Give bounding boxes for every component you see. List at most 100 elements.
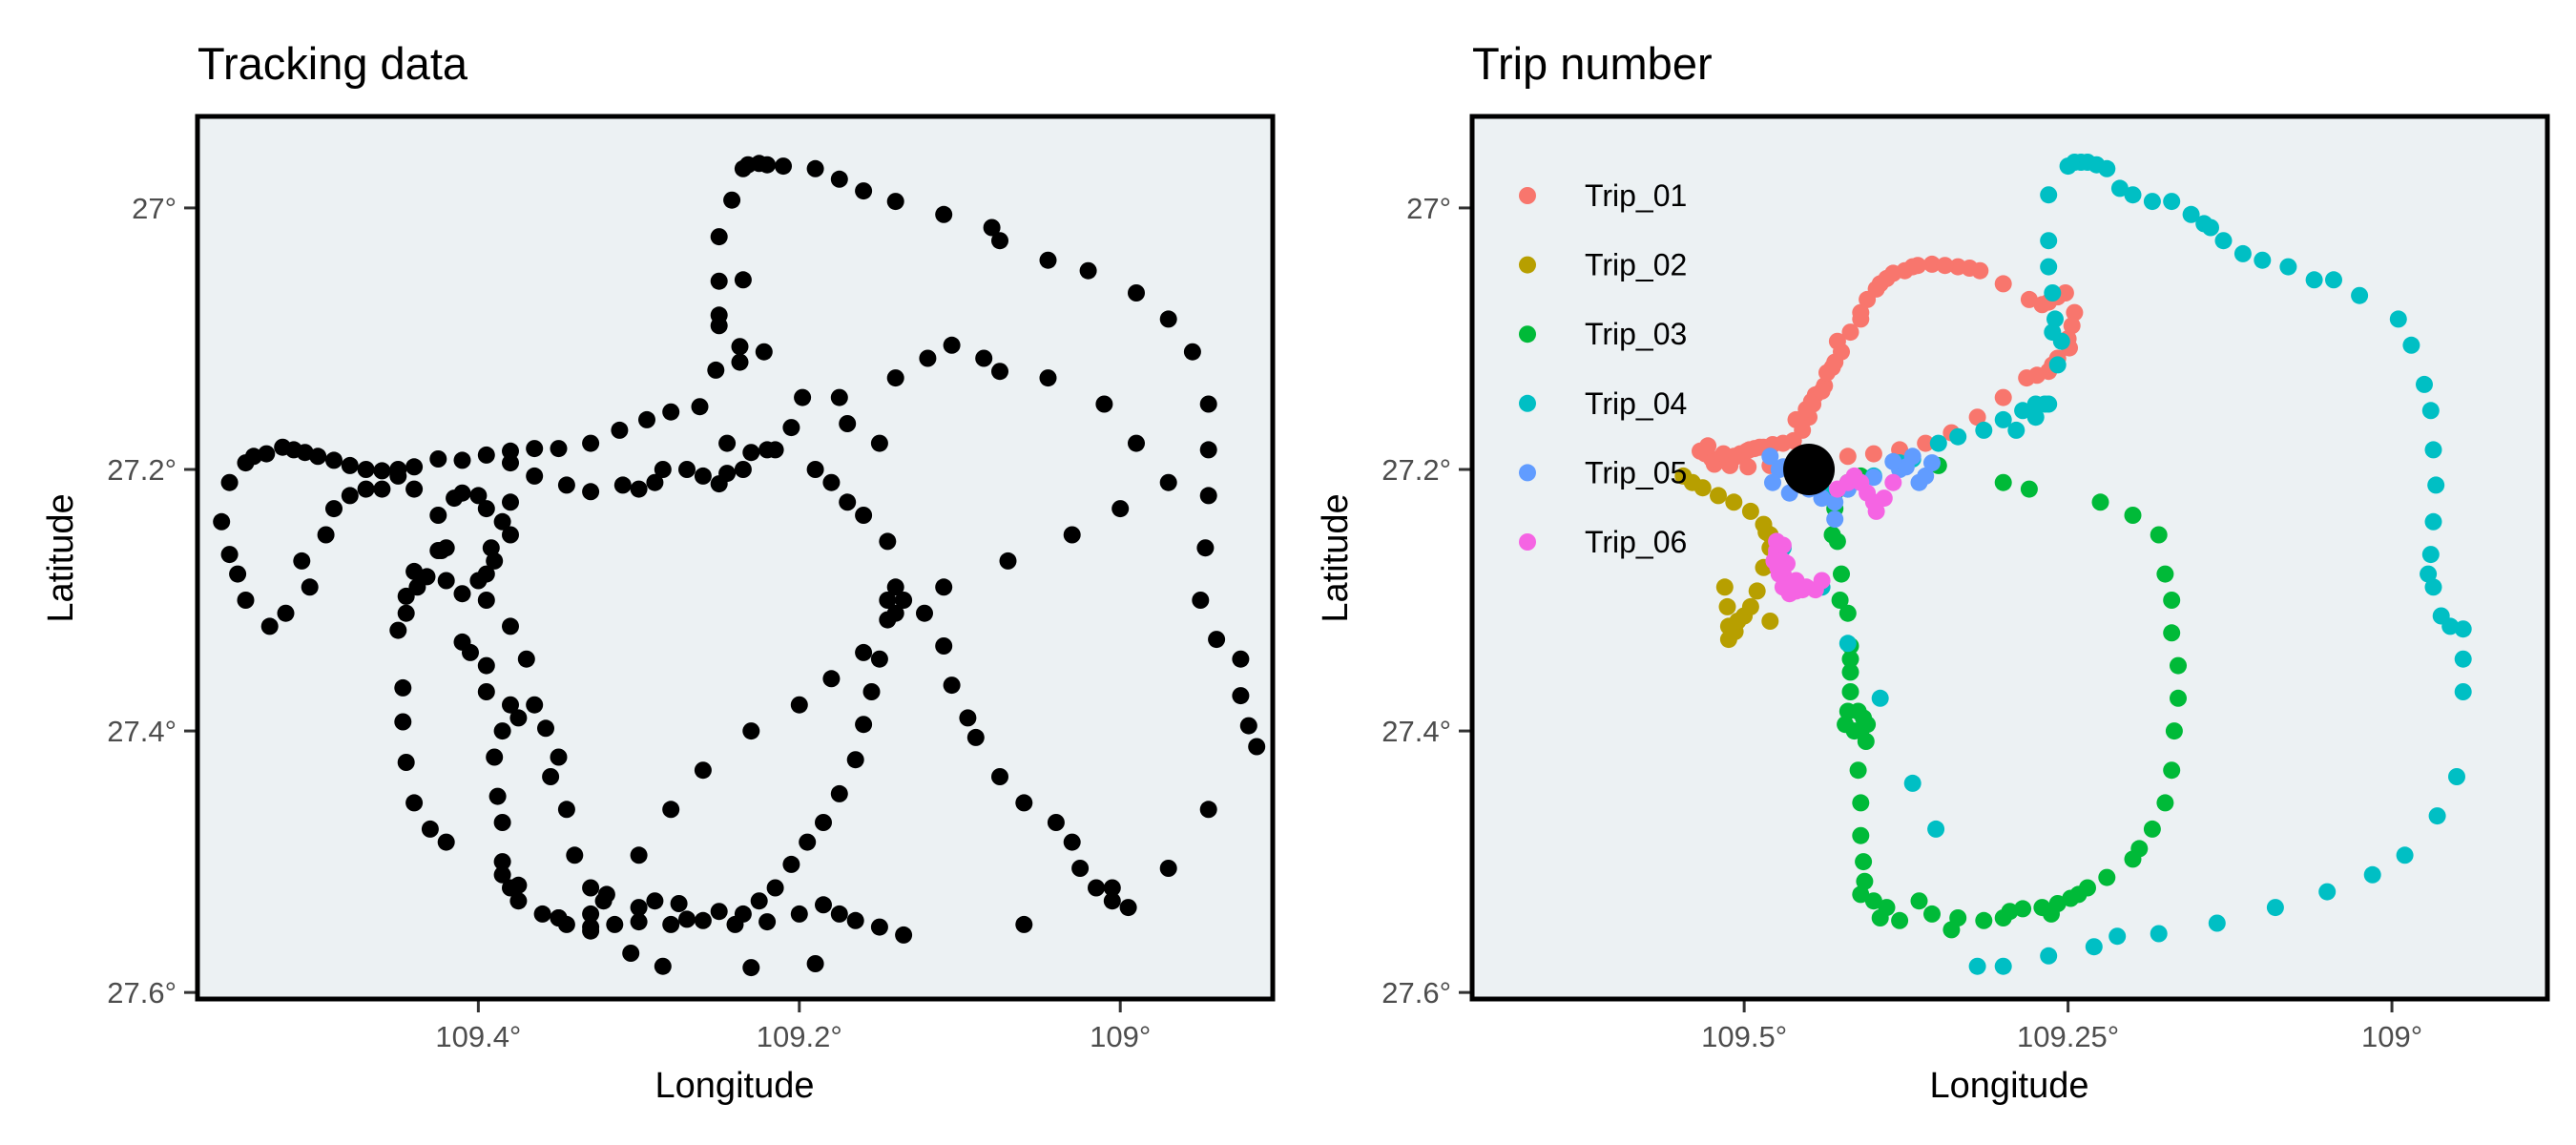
point-trip_06 — [1778, 554, 1796, 572]
data-point — [731, 353, 749, 371]
data-point — [317, 526, 335, 544]
point-trip_03 — [1852, 794, 1870, 812]
point-trip_01 — [1923, 255, 1941, 273]
point-trip_04 — [2424, 441, 2442, 459]
point-trip_04 — [2214, 232, 2233, 250]
data-point — [1015, 794, 1033, 812]
x-axis-title: Longitude — [1930, 1066, 2089, 1106]
legend-key — [1519, 533, 1536, 551]
data-point — [710, 903, 728, 921]
point-trip_04 — [2182, 205, 2200, 223]
plot-border — [1469, 114, 2550, 1002]
data-point — [244, 448, 262, 466]
point-trip_05 — [1917, 467, 1935, 485]
point-trip_03 — [2043, 905, 2060, 923]
data-point — [815, 896, 832, 914]
data-point — [1183, 343, 1201, 361]
x-tick-labels: 109.4° 109.2° 109° — [435, 1020, 1151, 1053]
point-trip_03 — [1852, 885, 1870, 904]
point-trip_04 — [2441, 617, 2460, 635]
data-point — [488, 787, 507, 805]
data-point — [1192, 592, 1210, 609]
data-point — [557, 801, 575, 819]
point-trip_03 — [1831, 592, 1849, 609]
data-point — [991, 363, 1008, 381]
point-trip_03 — [1833, 565, 1850, 583]
point-trip_01 — [1841, 323, 1859, 342]
data-point — [966, 728, 985, 746]
data-point — [855, 716, 873, 734]
data-point — [606, 915, 624, 933]
data-points — [1674, 154, 2472, 975]
data-point — [895, 926, 913, 944]
data-point — [1232, 650, 1250, 668]
data-point — [566, 846, 584, 864]
point-trip_01 — [1968, 408, 1986, 427]
data-point — [493, 865, 511, 884]
data-point — [622, 945, 640, 962]
point-trip_01 — [1728, 448, 1745, 466]
y-tick-label: 27.6° — [1381, 976, 1451, 1010]
data-point — [758, 156, 777, 174]
data-point — [886, 193, 904, 211]
y-tick-labels: 27° 27.2° 27.4° 27.6° — [107, 192, 177, 1010]
y-tick-label: 27.6° — [107, 976, 177, 1010]
x-axis-title: Longitude — [655, 1066, 815, 1106]
point-trip_01 — [1961, 260, 1979, 277]
point-trip_01 — [2066, 303, 2084, 322]
point-trip_05 — [1903, 448, 1922, 466]
point-trip_06 — [1813, 572, 1831, 590]
data-point — [517, 650, 535, 668]
data-point — [694, 467, 712, 485]
data-point — [630, 846, 648, 864]
point-trip_04 — [2150, 925, 2168, 943]
point-trip_03 — [2156, 565, 2174, 583]
point-trip_04 — [2351, 286, 2369, 304]
point-trip_03 — [1841, 663, 1859, 681]
data-point — [550, 748, 568, 766]
x-tick-labels: 109.5° 109.25° 109° — [1701, 1020, 2422, 1053]
data-point — [309, 448, 327, 466]
data-point — [723, 191, 741, 209]
point-trip_01 — [1867, 280, 1885, 298]
data-point — [429, 450, 447, 468]
point-trip_04 — [2428, 807, 2446, 825]
tick-marks — [1459, 206, 2394, 1012]
point-trip_04 — [2305, 271, 2323, 289]
point-trip_03 — [1910, 892, 1928, 910]
data-point — [477, 656, 495, 675]
data-point — [453, 451, 471, 469]
data-point — [750, 892, 768, 910]
data-point — [502, 493, 519, 511]
x-tick-label: 109° — [1090, 1020, 1151, 1053]
point-trip_05 — [1764, 473, 1781, 491]
data-point — [775, 157, 792, 176]
data-point — [870, 918, 888, 936]
data-point — [1208, 631, 1226, 649]
point-trip_03 — [2020, 480, 2038, 498]
point-trip_01 — [1739, 458, 1757, 476]
y-tick-label: 27.4° — [1381, 715, 1451, 748]
point-trip_04 — [2048, 356, 2067, 374]
data-point — [983, 219, 1001, 237]
data-point — [662, 915, 680, 933]
point-trip_04 — [2110, 179, 2129, 198]
data-point — [916, 604, 933, 622]
point-trip_04 — [2036, 395, 2054, 413]
point-trip_04 — [2109, 927, 2127, 946]
point-trip_01 — [1826, 353, 1844, 371]
data-point — [1159, 310, 1177, 328]
point-trip_04 — [2421, 546, 2440, 564]
data-point — [542, 768, 560, 785]
data-point — [373, 462, 391, 480]
point-trip_03 — [1942, 921, 1961, 939]
x-tick-label: 109.25° — [2017, 1020, 2119, 1053]
point-trip_05 — [1826, 510, 1844, 529]
data-point — [654, 957, 672, 975]
data-point — [1071, 860, 1090, 877]
chart-trip-number: Trip number 109.5° 109.25° 109° 27°27.2°27… — [1316, 38, 2550, 1106]
point-trip_03 — [1852, 826, 1870, 844]
colony-point — [1783, 444, 1836, 495]
data-point — [389, 621, 407, 639]
data-point — [1128, 434, 1145, 452]
